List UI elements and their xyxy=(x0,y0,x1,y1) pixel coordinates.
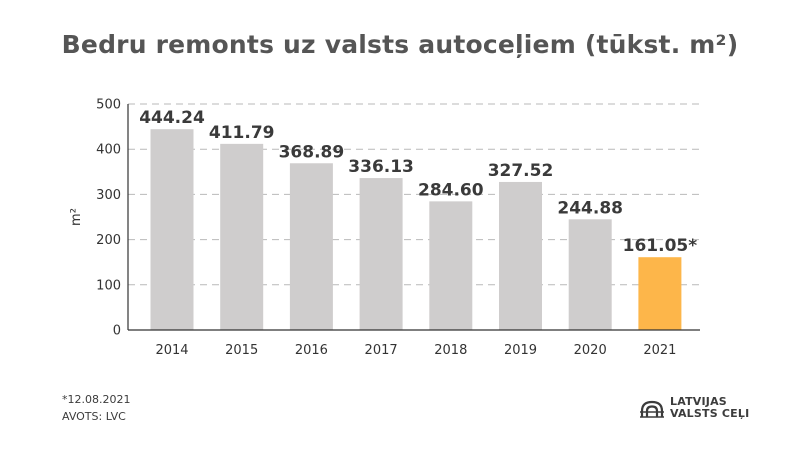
bar-2020 xyxy=(568,219,612,330)
data-label-2018: 284.60 xyxy=(418,180,484,200)
y-tick-label: 300 xyxy=(96,188,121,203)
x-axis-ticks: 2014 2015 2016 2017 2018 2019 2020 2021 xyxy=(155,343,676,358)
bar-2019 xyxy=(499,181,542,330)
data-label-2015: 411.79 xyxy=(209,123,275,143)
chart-title: Bedru remonts uz valsts autoceļiem (tūks… xyxy=(61,30,739,59)
bar-2018 xyxy=(429,201,473,330)
y-tick-label: 200 xyxy=(96,233,121,248)
data-label-2016: 368.89 xyxy=(279,142,345,162)
data-label-2019: 327.52 xyxy=(488,161,554,181)
x-tick-label: 2017 xyxy=(365,343,398,358)
data-label-2020: 244.88 xyxy=(557,198,623,218)
data-label-2021: 161.05* xyxy=(623,236,698,256)
y-tick-label: 100 xyxy=(96,278,121,293)
source-note: AVOTS: LVC xyxy=(62,410,126,423)
bar-2015 xyxy=(220,143,264,330)
bar-2014 xyxy=(150,129,194,330)
y-axis-label: m² xyxy=(69,208,84,226)
logo-line-1: LATVIJAS xyxy=(670,395,727,408)
brand-logo: LATVIJAS VALSTS CEĻI xyxy=(640,396,749,420)
bar-2021 xyxy=(638,257,682,330)
y-axis-ticks: 0 100 200 300 400 500 xyxy=(96,98,121,339)
bars xyxy=(150,129,682,330)
bridge-logo-icon xyxy=(640,400,664,418)
x-tick-label: 2014 xyxy=(155,343,188,358)
x-tick-label: 2016 xyxy=(295,343,328,358)
x-tick-label: 2020 xyxy=(574,343,607,358)
x-tick-label: 2019 xyxy=(504,343,537,358)
data-label-2017: 336.13 xyxy=(348,157,414,177)
y-tick-label: 500 xyxy=(96,98,121,113)
y-tick-label: 0 xyxy=(113,324,121,339)
x-tick-label: 2018 xyxy=(434,343,467,358)
data-labels: 444.24411.79368.89336.13284.60327.52244.… xyxy=(139,108,697,256)
footnote: *12.08.2021 AVOTS: LVC xyxy=(62,391,130,425)
logo-text: LATVIJAS VALSTS CEĻI xyxy=(670,396,749,420)
x-tick-label: 2021 xyxy=(643,343,676,358)
bar-2016 xyxy=(289,163,333,330)
x-tick-label: 2015 xyxy=(225,343,258,358)
y-tick-label: 400 xyxy=(96,143,121,158)
logo-line-2: VALSTS CEĻI xyxy=(670,407,750,420)
bar-2017 xyxy=(359,178,403,330)
data-label-2014: 444.24 xyxy=(139,108,205,128)
date-note: *12.08.2021 xyxy=(62,393,131,406)
